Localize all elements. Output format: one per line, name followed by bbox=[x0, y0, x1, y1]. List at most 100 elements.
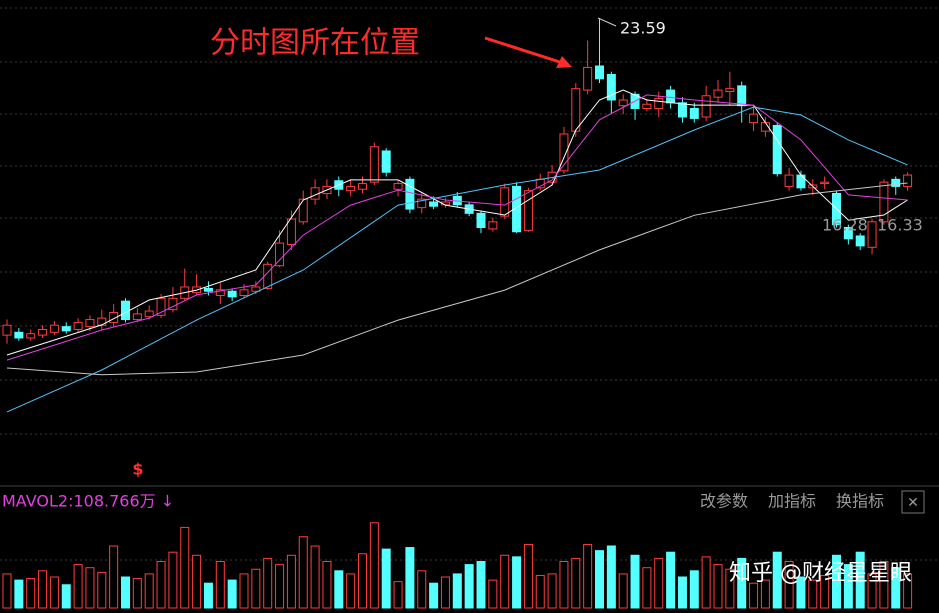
volume-bar bbox=[310, 545, 320, 609]
candle-body bbox=[595, 65, 604, 80]
candle-body bbox=[559, 133, 569, 172]
volume-bar bbox=[334, 570, 344, 609]
candle-body bbox=[203, 287, 213, 292]
candle-body bbox=[523, 190, 533, 231]
volume-bar bbox=[263, 557, 273, 609]
candle-body bbox=[26, 333, 36, 339]
volume-bar bbox=[239, 573, 249, 609]
candle-body bbox=[358, 183, 367, 190]
volume-bar bbox=[132, 578, 142, 609]
candle-body bbox=[109, 311, 119, 323]
button[interactable]: 加指标 bbox=[768, 492, 816, 511]
candle-body bbox=[405, 178, 415, 210]
volume-bar bbox=[121, 576, 130, 609]
volume-bar bbox=[358, 553, 367, 609]
volume-bar bbox=[701, 556, 711, 609]
volume-bars bbox=[2, 522, 913, 609]
candle-body bbox=[393, 183, 403, 190]
button[interactable]: 换指标 bbox=[836, 492, 884, 511]
volume-bar bbox=[203, 582, 213, 609]
volume-bar bbox=[369, 522, 379, 609]
candle-body bbox=[215, 289, 225, 296]
volume-bar bbox=[642, 567, 652, 609]
volume-bar bbox=[322, 561, 332, 609]
low-label: 16.33 bbox=[877, 216, 923, 235]
candle-body bbox=[749, 113, 759, 124]
candle-body bbox=[476, 212, 486, 228]
candle-body bbox=[38, 328, 48, 336]
volume-bar bbox=[192, 554, 202, 609]
candle-body bbox=[713, 89, 723, 98]
candle-body bbox=[488, 221, 498, 230]
candle-body bbox=[796, 174, 806, 189]
candle-body bbox=[369, 146, 379, 183]
candle-body bbox=[97, 317, 107, 326]
candle-body bbox=[689, 108, 699, 119]
volume-bar bbox=[606, 545, 616, 609]
candle-body bbox=[275, 242, 285, 267]
volume-bar bbox=[215, 561, 225, 609]
volume-bar bbox=[654, 557, 664, 609]
candle-body bbox=[618, 99, 628, 107]
annotation-arrowhead bbox=[556, 56, 572, 68]
volume-bar bbox=[725, 568, 735, 609]
volume-bar bbox=[488, 579, 498, 609]
button[interactable]: 改参数 bbox=[700, 492, 748, 511]
volume-bar bbox=[109, 545, 119, 609]
volume-bar bbox=[571, 557, 581, 609]
volume-bar bbox=[784, 561, 794, 609]
volume-bar bbox=[38, 570, 48, 609]
ma-lines bbox=[6, 89, 908, 413]
candle-body bbox=[772, 124, 782, 175]
volume-bar bbox=[286, 554, 296, 609]
volume-bar bbox=[843, 564, 853, 609]
volume-bar bbox=[14, 579, 24, 609]
grid bbox=[0, 7, 939, 561]
candle-body bbox=[73, 321, 83, 330]
candle-body bbox=[49, 324, 59, 333]
candles bbox=[2, 18, 913, 344]
volume-bar bbox=[251, 568, 261, 609]
volume-bar bbox=[417, 570, 427, 609]
candle-body bbox=[855, 235, 865, 247]
volume-bar bbox=[26, 578, 36, 609]
candle-body bbox=[571, 88, 581, 132]
volume-bar bbox=[832, 554, 841, 609]
event-marker[interactable]: $ bbox=[132, 460, 143, 479]
volume-bar bbox=[618, 573, 628, 609]
volume-bar bbox=[393, 581, 403, 609]
annotation-arrow bbox=[484, 36, 567, 66]
ma-line bbox=[6, 94, 908, 361]
volume-bar bbox=[677, 576, 687, 609]
candle-body bbox=[2, 324, 12, 336]
candle-body bbox=[867, 221, 877, 248]
volume-bar bbox=[440, 576, 450, 609]
candle-body bbox=[251, 286, 261, 292]
candle-body bbox=[784, 174, 794, 187]
volume-bar bbox=[903, 573, 913, 609]
candle-body bbox=[61, 326, 71, 332]
volume-bar bbox=[405, 547, 415, 609]
candle-body bbox=[381, 150, 391, 173]
volume-bar bbox=[168, 551, 178, 609]
high-label: 23.59 bbox=[620, 19, 666, 38]
candle-body bbox=[227, 290, 237, 298]
candle-body bbox=[725, 88, 735, 93]
volume-bar bbox=[737, 557, 747, 609]
volume-bar bbox=[630, 554, 640, 609]
volume-bar bbox=[879, 561, 889, 609]
volume-bar bbox=[381, 548, 391, 609]
volume-bar bbox=[144, 573, 154, 609]
volume-bar bbox=[760, 579, 770, 609]
volume-bar bbox=[429, 582, 439, 609]
volume-bar bbox=[689, 570, 699, 609]
close-button[interactable]: ✕ bbox=[907, 495, 919, 511]
candle-body bbox=[654, 98, 664, 110]
volume-bar bbox=[73, 564, 83, 609]
volume-bar bbox=[61, 584, 71, 609]
close-button-frame[interactable] bbox=[901, 490, 925, 514]
candle-body bbox=[168, 297, 178, 311]
candle-body bbox=[286, 218, 296, 245]
candle-body bbox=[263, 263, 273, 289]
